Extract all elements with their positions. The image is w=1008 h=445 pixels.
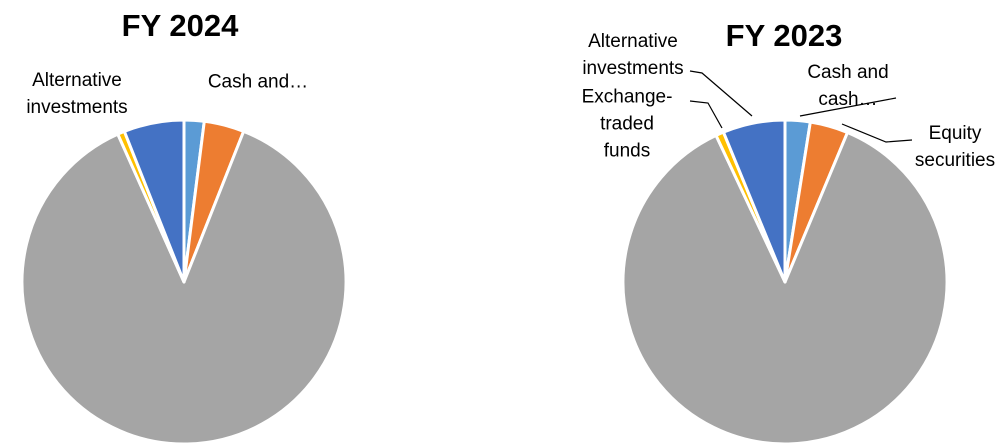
slice-label: Equity securities <box>914 123 996 171</box>
slice-label: Alternative investments <box>582 31 684 79</box>
chart-title: FY 2024 <box>121 8 239 43</box>
pie-slice <box>621 131 949 445</box>
chart-title: FY 2023 <box>725 18 843 53</box>
pie-slice <box>721 118 787 284</box>
leader-line <box>689 100 723 129</box>
slice-label: Alternative investments <box>26 70 128 118</box>
leader-line <box>799 97 897 117</box>
slice-label: Cash and… <box>207 71 309 93</box>
leader-line <box>841 123 913 143</box>
slice-label: Cash and cash… <box>807 62 889 110</box>
pie-slice <box>122 118 186 284</box>
leader-lines <box>689 70 913 143</box>
slice-label: Exchange-traded funds <box>581 86 673 162</box>
leader-line <box>689 70 753 117</box>
pie-slice <box>20 129 348 445</box>
